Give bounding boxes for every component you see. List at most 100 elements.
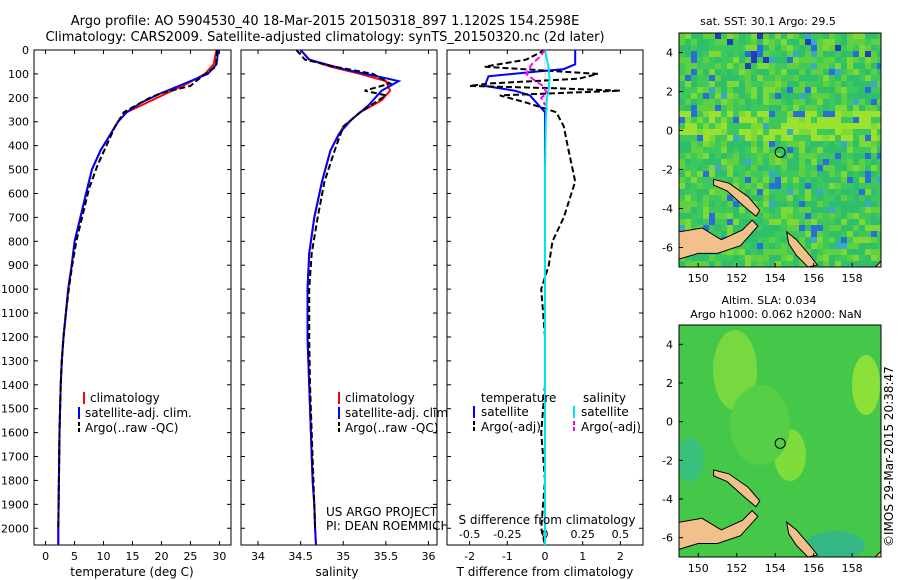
sst-cell	[727, 219, 733, 225]
sst-cell	[817, 87, 823, 93]
ytick-label: 1000	[1, 283, 29, 296]
sst-cell	[823, 147, 829, 153]
sst-cell	[775, 165, 781, 171]
sst-cell	[769, 129, 775, 135]
sst-cell	[727, 159, 733, 165]
xtick-label: 25	[183, 550, 197, 563]
sst-cell	[847, 159, 853, 165]
sst-cell	[817, 159, 823, 165]
sst-cell	[865, 243, 871, 249]
sst-cell	[679, 141, 685, 147]
sst-cell	[811, 225, 817, 231]
sst-cell	[805, 159, 811, 165]
map-ytick-label: -4	[662, 203, 673, 216]
sst-cell	[853, 195, 859, 201]
sst-cell	[871, 237, 877, 243]
sst-cell	[787, 63, 793, 69]
sst-cell	[715, 75, 721, 81]
pi-label: PI: DEAN ROEMMICH	[326, 519, 449, 533]
sst-cell	[697, 69, 703, 75]
sst-cell	[781, 45, 787, 51]
sst-cell	[811, 129, 817, 135]
legend-header-temperature: temperature	[481, 391, 556, 405]
sst-cell	[859, 51, 865, 57]
sst-cell	[769, 159, 775, 165]
map-ytick-label: -2	[662, 454, 673, 467]
sst-cell	[859, 171, 865, 177]
sst-cell	[811, 159, 817, 165]
sst-cell	[865, 105, 871, 111]
sst-cell	[703, 225, 709, 231]
sst-cell	[859, 105, 865, 111]
sst-cell	[709, 129, 715, 135]
sst-cell	[703, 99, 709, 105]
sst-cell	[679, 177, 685, 183]
sst-cell	[847, 243, 853, 249]
sst-cell	[823, 261, 829, 267]
sst-cell	[769, 201, 775, 207]
sst-cell	[769, 33, 775, 39]
sst-cell	[763, 87, 769, 93]
sst-cell	[697, 105, 703, 111]
sst-cell	[721, 99, 727, 105]
sst-cell	[841, 237, 847, 243]
sst-cell	[727, 99, 733, 105]
sst-cell	[865, 111, 871, 117]
sst-cell	[811, 75, 817, 81]
sst-cell	[733, 207, 739, 213]
sst-cell	[691, 51, 697, 57]
sst-cell	[769, 111, 775, 117]
sst-cell	[745, 165, 751, 171]
sst-cell	[703, 45, 709, 51]
sst-cell	[709, 99, 715, 105]
sst-cell	[823, 51, 829, 57]
sst-cell	[679, 117, 685, 123]
sst-cell	[805, 87, 811, 93]
sst-cell	[733, 213, 739, 219]
land-mass	[713, 469, 761, 508]
sst-cell	[745, 75, 751, 81]
sst-cell	[871, 141, 877, 147]
sst-cell	[787, 39, 793, 45]
sst-cell	[823, 81, 829, 87]
sst-cell	[703, 189, 709, 195]
sst-cell	[877, 93, 881, 99]
map-xtick-label: 156	[803, 562, 824, 575]
map-ytick-label: -6	[662, 242, 673, 255]
sst-cell	[823, 165, 829, 171]
ytick-label: 1100	[1, 307, 29, 320]
ytick-label: 1500	[1, 403, 29, 416]
sst-cell	[679, 33, 685, 39]
sst-cell	[745, 141, 751, 147]
sst-cell	[805, 249, 811, 255]
salinity-axes-frame	[240, 49, 438, 546]
sst-cell	[715, 225, 721, 231]
map-xtick-label: 152	[726, 272, 747, 285]
sst-cell	[769, 219, 775, 225]
map-ytick-label: -4	[662, 493, 673, 506]
sst-cell	[751, 129, 757, 135]
sst-cell	[775, 219, 781, 225]
sst-cell	[751, 255, 757, 261]
difference-legend: temperature salinity satellite satellite…	[473, 391, 641, 434]
sst-cell	[829, 147, 835, 153]
sst-cell	[811, 57, 817, 63]
sst-cell	[721, 231, 727, 237]
sst-cell	[829, 177, 835, 183]
sst-cell	[841, 111, 847, 117]
sst-cell	[829, 39, 835, 45]
sst-cell	[715, 51, 721, 57]
map-ytick-label: -6	[662, 532, 673, 545]
sst-cell	[697, 195, 703, 201]
sst-cell	[679, 129, 685, 135]
xtick-label: 2	[617, 550, 624, 563]
sst-cell	[733, 159, 739, 165]
sst-cell	[859, 81, 865, 87]
temperature-panel: 0100200300400500600700800900100011001200…	[1, 44, 232, 579]
sst-cell	[727, 39, 733, 45]
sst-cell	[745, 237, 751, 243]
sst-map-argo-marker	[774, 146, 786, 158]
sst-cell	[805, 183, 811, 189]
sst-cell	[805, 129, 811, 135]
